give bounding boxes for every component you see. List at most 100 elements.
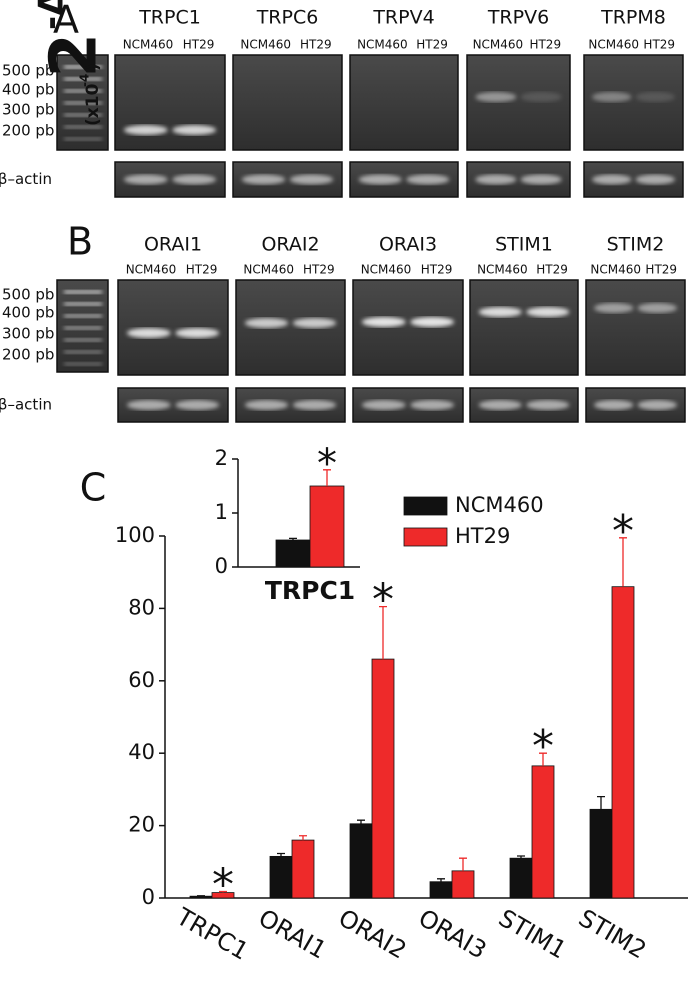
lane-label: HT29 (300, 38, 332, 52)
ladder-label: 200 pb (2, 122, 54, 140)
gel-band (123, 125, 168, 135)
gel (352, 279, 464, 376)
gel-band (637, 303, 678, 313)
error-bar (277, 852, 285, 857)
error-bar (459, 857, 467, 871)
gel (583, 54, 684, 151)
lane-label: NCM460 (126, 263, 177, 277)
gene-label: TRPC6 (256, 7, 319, 29)
gene-label: ORAI3 (379, 234, 437, 256)
actin-label: β–actin (0, 170, 52, 188)
gel-band (126, 328, 171, 338)
y-tick-label: 0 (215, 554, 228, 578)
gel-band (244, 318, 289, 328)
actin-band (635, 174, 676, 185)
error-bar (357, 819, 365, 824)
legend-swatch (403, 527, 448, 547)
ladder-band (64, 314, 102, 318)
ladder-band (64, 77, 102, 81)
actin-band (478, 400, 522, 410)
error-bar (619, 537, 627, 587)
actin-band (244, 400, 289, 410)
ladder-band (64, 326, 102, 330)
y-label-exponent: -ΔCt (32, 0, 72, 30)
bar (531, 765, 555, 899)
y-label-base: 2 (38, 33, 112, 78)
lane-label: NCM460 (477, 263, 528, 277)
x-tick-label: TRPC1 (265, 576, 355, 605)
actin-band (123, 174, 168, 185)
actin-band (358, 174, 402, 185)
ladder-label: 500 pb (2, 62, 54, 80)
lane-label: NCM460 (473, 38, 524, 52)
gel (114, 54, 226, 151)
bar (275, 539, 311, 568)
actin-band (406, 174, 450, 185)
error-bar (219, 890, 227, 893)
lane-label: NCM460 (361, 263, 412, 277)
gene-label: TRPV4 (372, 7, 434, 29)
ladder-label: 300 pb (2, 325, 54, 343)
x-tick-label: STIM2 (574, 904, 651, 965)
actin-band (241, 174, 286, 185)
x-tick-label: ORAI1 (254, 904, 332, 965)
significance-mark: * (372, 575, 394, 626)
lane-label: NCM460 (590, 263, 641, 277)
actin-band (637, 400, 678, 410)
gel (585, 279, 686, 376)
y-tick-label: 40 (128, 740, 155, 764)
y-tick-label: 80 (128, 595, 155, 619)
ladder-band (64, 89, 102, 93)
x-tick-label: TRPC1 (171, 902, 253, 966)
gene-label: STIM2 (607, 234, 665, 256)
error-bar (379, 605, 387, 660)
gel (235, 279, 346, 376)
actin-label: β–actin (0, 396, 52, 414)
bar (269, 855, 293, 899)
gel (469, 279, 579, 376)
bar (509, 857, 533, 899)
actin-band (526, 400, 570, 410)
error-bar (437, 878, 445, 882)
gel (232, 54, 343, 151)
gene-label: STIM1 (495, 234, 553, 256)
significance-mark: * (317, 441, 337, 487)
gene-label: ORAI2 (261, 234, 319, 256)
significance-mark: * (212, 859, 234, 910)
gel-band (361, 317, 406, 327)
lane-label: NCM460 (588, 38, 639, 52)
lane-label: HT29 (536, 263, 568, 277)
error-bar (517, 855, 525, 859)
ladder-band (64, 362, 102, 366)
gel-band (478, 307, 522, 317)
panel-letter: C (80, 466, 107, 510)
x-tick-label: STIM1 (494, 904, 571, 965)
ladder-label: 400 pb (2, 304, 54, 322)
legend-label: HT29 (455, 524, 510, 548)
gel-band (475, 92, 517, 102)
y-tick-label: 100 (115, 523, 155, 547)
gel-band (593, 303, 634, 313)
ladder-label: 500 pb (2, 286, 54, 304)
gel-band (292, 318, 337, 328)
error-bar (289, 537, 297, 540)
bar (309, 485, 345, 568)
ladder-label: 400 pb (2, 81, 54, 99)
actin-band (410, 400, 455, 410)
panel-letter: B (67, 220, 93, 264)
significance-mark: * (532, 721, 554, 772)
lane-label: HT29 (183, 38, 215, 52)
legend-swatch (403, 496, 448, 516)
bar (429, 881, 453, 899)
significance-mark: * (612, 506, 634, 557)
gel-band (172, 125, 217, 135)
lane-label: HT29 (421, 263, 453, 277)
bar (589, 808, 613, 899)
x-tick-label: ORAI3 (414, 904, 492, 965)
ladder-band (64, 125, 102, 129)
error-bar (539, 752, 547, 766)
panel-letter: A (53, 0, 79, 42)
lane-label: NCM460 (357, 38, 408, 52)
